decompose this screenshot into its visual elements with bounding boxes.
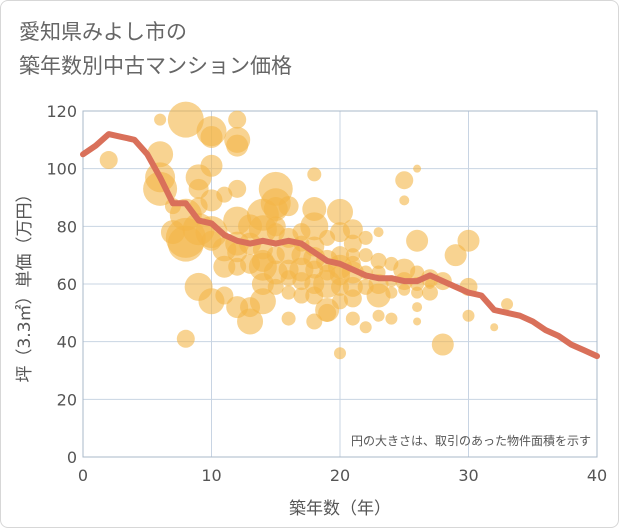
bubble-point [293, 287, 310, 304]
x-tick-label: 10 [201, 466, 221, 485]
y-tick-label: 40 [57, 333, 77, 352]
y-tick-label: 20 [57, 390, 77, 409]
bubble-point [413, 164, 422, 173]
bubble-point [501, 298, 514, 311]
x-tick-label: 40 [587, 466, 607, 485]
bubble-point [176, 329, 195, 348]
bubble-point [281, 285, 296, 300]
bubble-point [462, 309, 475, 322]
bubble-point [200, 125, 223, 148]
bubble-point [424, 279, 435, 289]
bubble-point [410, 265, 425, 280]
bubble-size-note: 円の大きさは、取引のあった物件面積を示す [351, 433, 591, 448]
y-tick-label: 60 [57, 275, 77, 294]
x-axis-title: 築年数（年） [289, 499, 391, 519]
y-tick-label: 100 [46, 160, 77, 179]
bubble-point [444, 244, 467, 267]
bubble-point [385, 312, 398, 325]
y-tick-label: 80 [57, 217, 77, 236]
bubble-point [327, 198, 353, 225]
bubble-point [398, 283, 411, 296]
x-tick-label: 0 [78, 466, 88, 485]
bubble-point [228, 110, 247, 129]
bubble-point [343, 234, 362, 253]
bubble-point [216, 186, 233, 203]
x-axis-ticks: 0 10 20 30 40 [78, 466, 607, 485]
bubble-point [228, 179, 247, 198]
bubble-point [358, 230, 373, 245]
bubble-point [200, 154, 223, 177]
chart-title-line-2: 築年数別中古マンション価格 [19, 54, 292, 78]
bubble-point [413, 317, 422, 326]
bubble-point [399, 195, 410, 206]
bubble-point [267, 278, 284, 295]
bubble-point [154, 113, 167, 126]
bubble-point [395, 171, 414, 190]
bubble-point [370, 252, 387, 269]
bubble-point [412, 302, 423, 313]
bubble-point [366, 283, 391, 308]
chart-title-line-1: 愛知県みよし市の [19, 20, 187, 44]
bubble-point [373, 227, 384, 238]
y-tick-label: 120 [46, 102, 77, 121]
y-axis-ticks: 0 20 40 60 80 100 120 [46, 102, 77, 467]
bubble-point [307, 167, 322, 182]
bubble-point [249, 288, 276, 315]
bubble-point [343, 289, 362, 308]
bubble-point [226, 134, 249, 157]
bubble-point [421, 284, 438, 301]
bubble-point [237, 308, 264, 335]
bubble-point [385, 286, 398, 299]
bubble-point [278, 196, 299, 217]
bubble-point [318, 303, 337, 322]
bubble-point [411, 286, 424, 299]
bubble-point [213, 255, 236, 278]
bubble-series [99, 101, 514, 360]
bubble-point [431, 333, 454, 356]
y-tick-label: 0 [67, 448, 77, 467]
bubble-point [490, 323, 499, 332]
bubble-point [167, 101, 204, 138]
bubble-point [99, 151, 118, 170]
chart-title: 愛知県みよし市の 築年数別中古マンション価格 [19, 15, 292, 83]
bubble-point [281, 311, 296, 326]
bubble-point [359, 321, 372, 334]
x-tick-label: 20 [330, 466, 350, 485]
x-tick-label: 30 [458, 466, 478, 485]
bubble-point [372, 309, 385, 322]
bubble-point [457, 229, 480, 252]
average-price-line [80, 131, 600, 360]
bubble-point [334, 347, 346, 360]
bubble-point [406, 229, 429, 252]
bubble-point [345, 311, 360, 326]
plot-area-frame [82, 110, 598, 458]
bubble-point [358, 248, 373, 263]
y-axis-title: 坪（3.3㎡）単価（万円） [15, 185, 35, 382]
bubble-point [342, 219, 363, 240]
